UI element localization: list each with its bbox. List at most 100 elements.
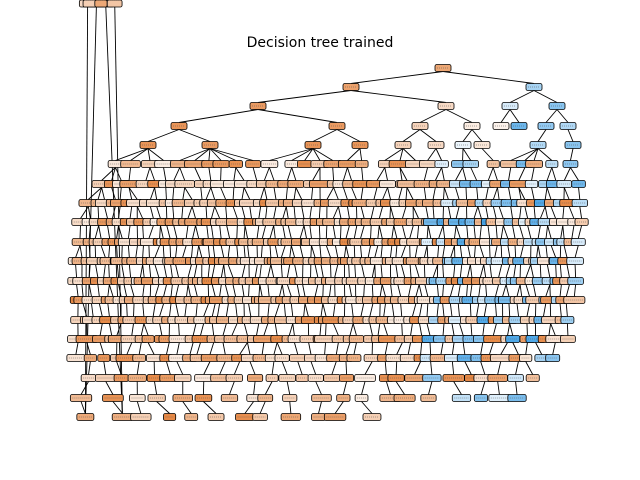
tree-edge xyxy=(507,323,511,336)
tree-edge xyxy=(311,245,316,258)
tree-node xyxy=(120,160,141,168)
tree-edge xyxy=(395,381,405,395)
tree-edge xyxy=(241,206,246,219)
tree-edge xyxy=(515,361,519,375)
tree-edge xyxy=(260,187,265,200)
tree-edge xyxy=(99,342,105,355)
tree-edge xyxy=(364,361,373,375)
tree-edge xyxy=(345,225,350,239)
tree-edge xyxy=(165,342,170,355)
tree-edge xyxy=(539,264,542,278)
tree-edge xyxy=(254,264,258,278)
tree-node xyxy=(567,277,584,285)
tree-edge xyxy=(187,284,191,297)
tree-edge xyxy=(222,342,226,355)
tree-edge xyxy=(100,245,106,258)
tree-edge xyxy=(334,245,339,258)
tree-edge xyxy=(345,361,348,375)
tree-edge xyxy=(412,206,420,219)
tree-edge xyxy=(176,342,180,355)
tree-edge xyxy=(455,206,460,219)
tree-edge xyxy=(568,206,575,219)
tree-edge xyxy=(395,361,398,375)
tree-edge xyxy=(259,284,263,297)
tree-edge xyxy=(274,303,280,317)
tree-node xyxy=(252,413,268,421)
tree-edge xyxy=(253,381,256,395)
tree-edge xyxy=(377,225,380,239)
tree-edge xyxy=(432,187,436,200)
tree-edge xyxy=(211,303,216,317)
tree-edge xyxy=(391,225,395,239)
tree-edge xyxy=(273,342,278,355)
tree-edge xyxy=(224,284,229,297)
tree-edge xyxy=(374,264,376,278)
tree-edge xyxy=(324,342,326,355)
tree-edge xyxy=(495,303,497,317)
tree-edge xyxy=(241,264,246,278)
tree-edge xyxy=(249,206,252,219)
tree-edge xyxy=(512,342,519,355)
tree-edge xyxy=(286,264,291,278)
tree-edge xyxy=(175,303,180,317)
tree-edge xyxy=(442,303,445,317)
tree-edge xyxy=(291,148,314,161)
tree-edge xyxy=(211,284,216,297)
tree-edge xyxy=(101,187,105,200)
tree-node xyxy=(346,354,362,362)
tree-edge xyxy=(451,323,455,336)
tree-edge xyxy=(435,148,443,161)
tree-edge xyxy=(244,225,249,239)
tree-edge xyxy=(513,264,517,278)
tree-edge xyxy=(402,148,416,161)
tree-edge xyxy=(497,361,502,375)
tree-edge xyxy=(184,187,193,200)
tree-edge xyxy=(163,167,167,181)
tree-edge xyxy=(312,167,321,181)
tree-edge xyxy=(76,284,79,297)
tree-edge xyxy=(489,264,492,278)
tree-edge xyxy=(350,71,444,84)
tree-edge xyxy=(512,225,516,239)
tree-edge xyxy=(162,245,165,258)
tree-node xyxy=(462,160,479,168)
tree-edge xyxy=(136,361,140,375)
tree-edge xyxy=(291,167,297,181)
tree-edge xyxy=(401,225,407,239)
tree-edge xyxy=(269,245,272,258)
tree-edge xyxy=(88,361,91,375)
tree-edge xyxy=(578,187,581,200)
tree-edge xyxy=(363,284,365,297)
tree-edge xyxy=(81,284,84,297)
tree-edge xyxy=(189,342,194,355)
tree-edge xyxy=(98,225,102,239)
tree-edge xyxy=(537,225,541,239)
tree-edge xyxy=(407,342,412,355)
tree-edge xyxy=(274,245,279,258)
tree-edge xyxy=(268,167,275,181)
tree-edge xyxy=(559,303,562,317)
tree-edge xyxy=(565,303,568,317)
tree-edge xyxy=(336,129,361,142)
tree-edge xyxy=(185,225,189,239)
tree-edge xyxy=(390,206,395,219)
tree-edge xyxy=(526,303,530,317)
tree-edge xyxy=(379,284,383,297)
tree-edge xyxy=(170,284,173,297)
tree-node xyxy=(280,413,302,421)
tree-edge xyxy=(84,0,89,421)
tree-edge xyxy=(467,264,471,278)
tree-edge xyxy=(427,225,432,239)
tree-edge xyxy=(419,129,437,142)
tree-edge xyxy=(485,187,489,200)
tree-edge xyxy=(579,206,583,219)
tree-edge xyxy=(192,323,197,336)
tree-edge xyxy=(411,303,417,317)
tree-edge xyxy=(310,245,312,258)
tree-edge xyxy=(346,167,353,181)
tree-edge xyxy=(495,284,500,297)
tree-edge xyxy=(550,206,557,219)
tree-edge xyxy=(383,303,386,317)
tree-edge xyxy=(225,303,229,317)
tree-edge xyxy=(569,148,574,161)
